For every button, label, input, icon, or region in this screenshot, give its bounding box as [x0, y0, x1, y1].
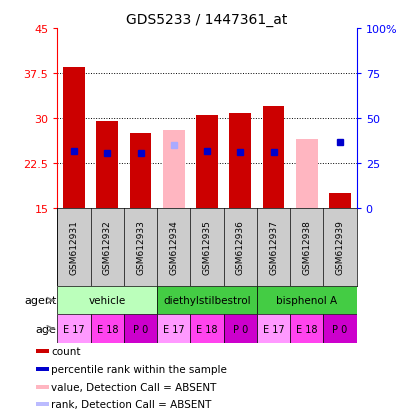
Bar: [295, 140, 317, 208]
Bar: [328, 193, 350, 208]
Text: GSM612938: GSM612938: [301, 220, 310, 275]
Bar: [323, 315, 356, 343]
Bar: [190, 315, 223, 343]
Bar: [57, 315, 90, 343]
Text: GSM612931: GSM612931: [70, 220, 79, 275]
Text: agent: agent: [24, 296, 56, 306]
Text: E 18: E 18: [96, 324, 118, 334]
Text: E 18: E 18: [295, 324, 317, 334]
Bar: [256, 287, 356, 315]
Bar: [129, 133, 151, 208]
Text: GSM612936: GSM612936: [235, 220, 244, 275]
Text: E 17: E 17: [163, 324, 184, 334]
Bar: [57, 287, 157, 315]
Text: E 18: E 18: [196, 324, 217, 334]
Bar: [36, 402, 49, 406]
Bar: [229, 114, 250, 208]
Bar: [157, 315, 190, 343]
Text: percentile rank within the sample: percentile rank within the sample: [51, 364, 227, 374]
Bar: [90, 315, 124, 343]
Title: GDS5233 / 1447361_at: GDS5233 / 1447361_at: [126, 12, 287, 26]
Text: count: count: [51, 347, 81, 356]
Bar: [36, 367, 49, 371]
Bar: [262, 107, 284, 208]
Bar: [196, 116, 217, 208]
Text: bisphenol A: bisphenol A: [276, 296, 337, 306]
Bar: [223, 315, 256, 343]
Text: E 17: E 17: [262, 324, 284, 334]
Text: P 0: P 0: [133, 324, 148, 334]
Text: rank, Detection Call = ABSENT: rank, Detection Call = ABSENT: [51, 399, 211, 409]
Bar: [124, 315, 157, 343]
Text: diethylstilbestrol: diethylstilbestrol: [163, 296, 250, 306]
Text: E 17: E 17: [63, 324, 85, 334]
Text: GSM612933: GSM612933: [136, 220, 145, 275]
Text: GSM612937: GSM612937: [268, 220, 277, 275]
Bar: [163, 131, 184, 208]
Text: GSM612935: GSM612935: [202, 220, 211, 275]
Bar: [290, 315, 323, 343]
Text: P 0: P 0: [232, 324, 247, 334]
Bar: [63, 68, 85, 208]
Bar: [157, 287, 256, 315]
Text: value, Detection Call = ABSENT: value, Detection Call = ABSENT: [51, 382, 216, 392]
Text: GSM612932: GSM612932: [103, 220, 112, 275]
Bar: [96, 121, 118, 208]
Text: P 0: P 0: [332, 324, 347, 334]
Text: GSM612939: GSM612939: [335, 220, 344, 275]
Bar: [36, 385, 49, 389]
Text: GSM612934: GSM612934: [169, 220, 178, 275]
Bar: [36, 350, 49, 354]
Bar: [256, 315, 290, 343]
Text: vehicle: vehicle: [88, 296, 126, 306]
Text: age: age: [36, 324, 56, 334]
